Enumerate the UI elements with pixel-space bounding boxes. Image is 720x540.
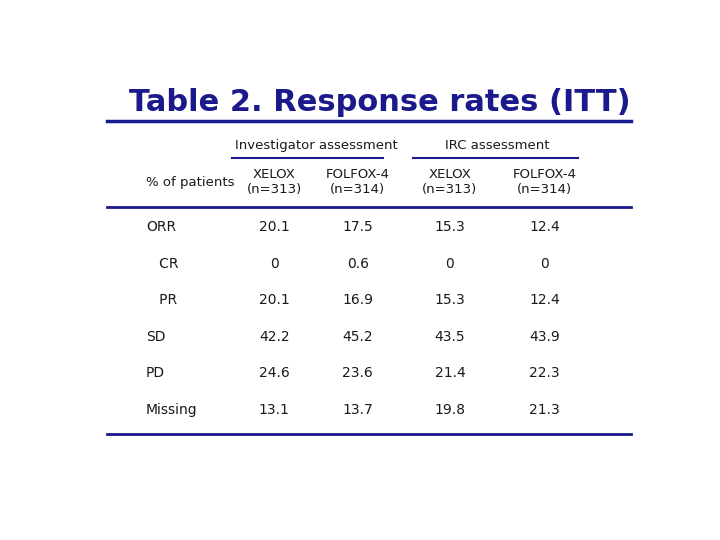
- Text: 0: 0: [270, 256, 279, 271]
- Text: 19.8: 19.8: [434, 403, 465, 417]
- Text: 42.2: 42.2: [258, 330, 289, 344]
- Text: ORR: ORR: [145, 220, 176, 234]
- Text: 17.5: 17.5: [343, 220, 373, 234]
- Text: 15.3: 15.3: [435, 293, 465, 307]
- Text: Investigator assessment: Investigator assessment: [235, 139, 397, 152]
- Text: Missing: Missing: [145, 403, 197, 417]
- Text: 13.7: 13.7: [343, 403, 373, 417]
- Text: Table 2. Response rates (ITT): Table 2. Response rates (ITT): [130, 87, 631, 117]
- Text: PD: PD: [145, 366, 165, 380]
- Text: 12.4: 12.4: [529, 220, 560, 234]
- Text: 45.2: 45.2: [343, 330, 373, 344]
- Text: 12.4: 12.4: [529, 293, 560, 307]
- Text: 23.6: 23.6: [343, 366, 373, 380]
- Text: SD: SD: [145, 330, 166, 344]
- Text: % of patients: % of patients: [145, 176, 234, 188]
- Text: 21.3: 21.3: [529, 403, 560, 417]
- Text: 16.9: 16.9: [342, 293, 374, 307]
- Text: 22.3: 22.3: [529, 366, 560, 380]
- Text: CR: CR: [145, 256, 179, 271]
- Text: XELOX
(n=313): XELOX (n=313): [246, 168, 302, 196]
- Text: 0: 0: [541, 256, 549, 271]
- Text: PR: PR: [145, 293, 177, 307]
- Text: 20.1: 20.1: [258, 293, 289, 307]
- Text: 43.5: 43.5: [435, 330, 465, 344]
- Text: FOLFOX-4
(n=314): FOLFOX-4 (n=314): [513, 168, 577, 196]
- Text: 15.3: 15.3: [435, 220, 465, 234]
- Text: 43.9: 43.9: [529, 330, 560, 344]
- Text: XELOX
(n=313): XELOX (n=313): [423, 168, 477, 196]
- Text: IRC assessment: IRC assessment: [445, 139, 549, 152]
- Text: FOLFOX-4
(n=314): FOLFOX-4 (n=314): [326, 168, 390, 196]
- Text: 21.4: 21.4: [435, 366, 465, 380]
- Text: 0.6: 0.6: [347, 256, 369, 271]
- Text: 0: 0: [446, 256, 454, 271]
- Text: 13.1: 13.1: [258, 403, 289, 417]
- Text: 24.6: 24.6: [258, 366, 289, 380]
- Text: 20.1: 20.1: [258, 220, 289, 234]
